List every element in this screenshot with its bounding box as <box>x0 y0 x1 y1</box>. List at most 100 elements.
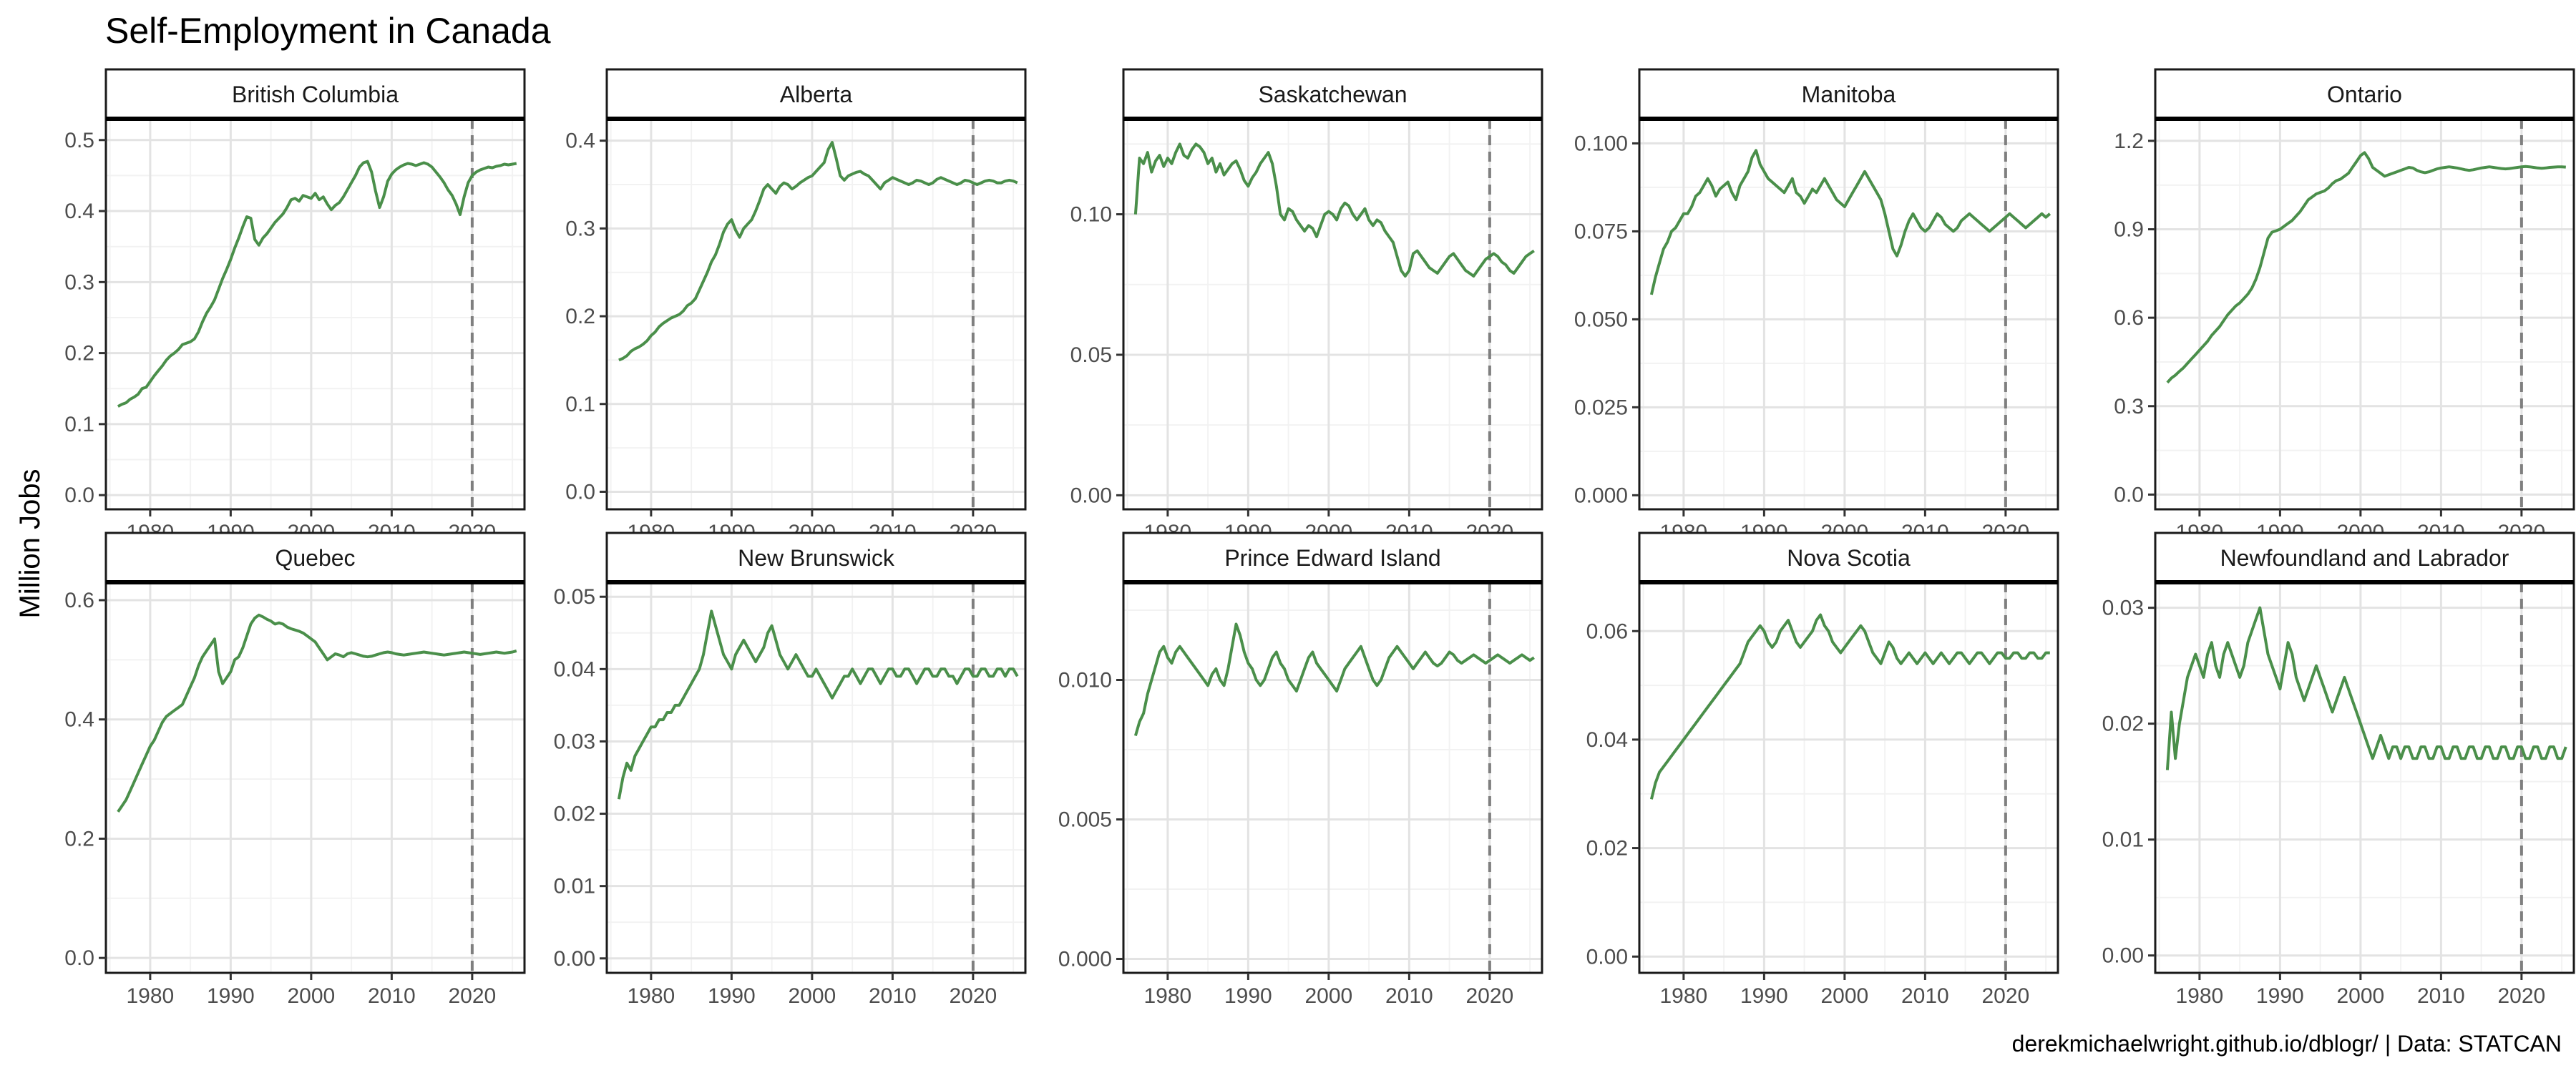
facet-label: Prince Edward Island <box>1224 545 1440 571</box>
y-tick-label: 0.2 <box>64 342 94 366</box>
facet-strip <box>605 531 1027 584</box>
facet-panel: British Columbia0.00.10.20.30.40.5198019… <box>64 68 526 544</box>
y-tick-label: 0.01 <box>2102 828 2144 852</box>
x-tick-label: 2010 <box>1901 984 1949 1008</box>
y-tick-label: 0.05 <box>554 585 595 609</box>
y-tick-label: 0.0 <box>64 484 94 507</box>
x-tick-label: 2020 <box>950 984 997 1008</box>
y-tick-label: 0.025 <box>1574 396 1628 419</box>
x-tick-label: 2000 <box>1821 984 1869 1008</box>
y-tick-label: 0.5 <box>64 129 94 152</box>
facet-panels: British Columbia 0.0 0.1 0.2 0.3 0.4 0.5 1980 19… <box>64 68 2575 1008</box>
facet-strip <box>1122 68 1543 120</box>
y-tick-label: 0.00 <box>1586 945 1628 969</box>
y-tick-label: 0.03 <box>554 730 595 753</box>
y-tick-label: 0.04 <box>554 657 595 681</box>
x-tick-label: 2020 <box>449 984 497 1008</box>
facet-strip <box>605 68 1027 120</box>
facet-panel: Saskatchewan0.000.050.101980199020002010… <box>1070 68 1543 544</box>
x-tick-label: 1990 <box>1224 984 1272 1008</box>
y-tick-label: 0.6 <box>2114 306 2144 330</box>
x-tick-label: 2010 <box>869 984 917 1008</box>
x-tick-label: 1990 <box>2256 984 2304 1008</box>
y-tick-label: 0.02 <box>2102 712 2144 736</box>
x-tick-label: 2010 <box>2417 984 2465 1008</box>
y-tick-label: 0.6 <box>64 589 94 612</box>
y-tick-label: 0.03 <box>2102 597 2144 620</box>
y-tick-label: 0.9 <box>2114 218 2144 242</box>
series-line <box>617 609 1019 800</box>
y-tick-label: 0.02 <box>554 803 595 826</box>
x-tick-label: 2020 <box>2498 984 2546 1008</box>
facet-label: New Brunswick <box>738 545 895 571</box>
y-tick-label: 0.1 <box>64 413 94 436</box>
y-tick-label: 0.1 <box>565 393 595 416</box>
y-tick-label: 0.01 <box>554 875 595 898</box>
x-tick-label: 1980 <box>628 984 675 1008</box>
y-tick-label: 0.100 <box>1574 132 1628 155</box>
y-tick-label: 0.4 <box>64 708 94 732</box>
x-tick-label: 1980 <box>1144 984 1192 1008</box>
x-tick-label: 2000 <box>2337 984 2385 1008</box>
panel-border <box>1122 581 1543 974</box>
y-tick-label: 0.0 <box>64 946 94 970</box>
facet-panel: Ontario0.00.30.60.91.2198019902000201020… <box>2114 68 2575 544</box>
y-tick-label: 0.0 <box>565 480 595 504</box>
x-tick-label: 2020 <box>1982 984 2030 1008</box>
facet-label: Saskatchewan <box>1258 82 1407 107</box>
x-tick-label: 1980 <box>127 984 175 1008</box>
y-tick-label: 0.4 <box>565 129 595 153</box>
panel-border <box>1122 117 1543 511</box>
series-line <box>1133 622 1535 737</box>
facet-strip <box>1122 531 1543 584</box>
facet-strip <box>104 531 526 584</box>
y-tick-label: 0.04 <box>1586 728 1628 752</box>
y-tick-label: 0.4 <box>64 200 94 223</box>
x-tick-label: 1990 <box>708 984 756 1008</box>
facet-label: Nova Scotia <box>1787 545 1911 571</box>
y-tick-label: 0.050 <box>1574 308 1628 331</box>
series-line <box>1133 142 1535 278</box>
y-tick-label: 0.3 <box>2114 395 2144 418</box>
x-tick-label: 2020 <box>1466 984 1514 1008</box>
facet-panel: New Brunswick 0.00 0.01 0.02 0.03 0.04 0.05 198… <box>554 531 1027 1008</box>
facet-label: Newfoundland and Labrador <box>2220 545 2509 571</box>
facet-panel: Alberta0.00.10.20.30.4198019902000201020… <box>565 68 1027 544</box>
y-tick-label: 0.00 <box>1070 484 1112 507</box>
y-tick-label: 0.10 <box>1070 203 1112 227</box>
series-line <box>117 160 517 408</box>
y-tick-label: 0.010 <box>1058 669 1112 692</box>
series-line <box>2166 151 2566 384</box>
y-tick-label: 0.02 <box>1586 837 1628 861</box>
y-tick-label: 0.2 <box>565 305 595 328</box>
series-line <box>618 141 1018 362</box>
y-axis-label: Million Jobs <box>14 469 46 619</box>
y-tick-label: 0.075 <box>1574 220 1628 243</box>
x-tick-label: 2000 <box>288 984 336 1008</box>
y-tick-label: 0.0 <box>2114 483 2144 506</box>
facet-panel: Newfoundland and Labrador 0.00 0.01 0.02 0.0… <box>2102 531 2575 1008</box>
chart-title: Self-Employment in Canada <box>105 11 551 51</box>
x-tick-label: 2000 <box>1305 984 1353 1008</box>
y-tick-label: 0.3 <box>565 217 595 240</box>
facet-label: British Columbia <box>232 82 399 107</box>
x-tick-label: 2010 <box>368 984 416 1008</box>
y-tick-label: 0.2 <box>64 827 94 851</box>
facet-label: Manitoba <box>1802 82 1896 107</box>
panel-border <box>104 117 526 511</box>
y-tick-label: 1.2 <box>2114 129 2144 153</box>
series-line <box>1649 149 2051 295</box>
y-tick-label: 0.005 <box>1058 808 1112 832</box>
y-tick-label: 0.3 <box>64 270 94 294</box>
x-tick-label: 1990 <box>207 984 255 1008</box>
facet-panel: Quebec 0.0 0.2 0.4 0.6 1980 1990 2000 2010 2020 <box>64 531 526 1008</box>
chart-caption: derekmichaelwright.github.io/dblogr/ | D… <box>2012 1031 2562 1057</box>
x-tick-label: 1980 <box>1660 984 1708 1008</box>
y-tick-label: 0.000 <box>1058 948 1112 971</box>
facet-strip <box>1638 531 2059 584</box>
series-line <box>117 613 517 813</box>
x-tick-label: 2010 <box>1385 984 1433 1008</box>
facet-strip <box>2154 68 2575 120</box>
facet-label: Alberta <box>780 82 853 107</box>
